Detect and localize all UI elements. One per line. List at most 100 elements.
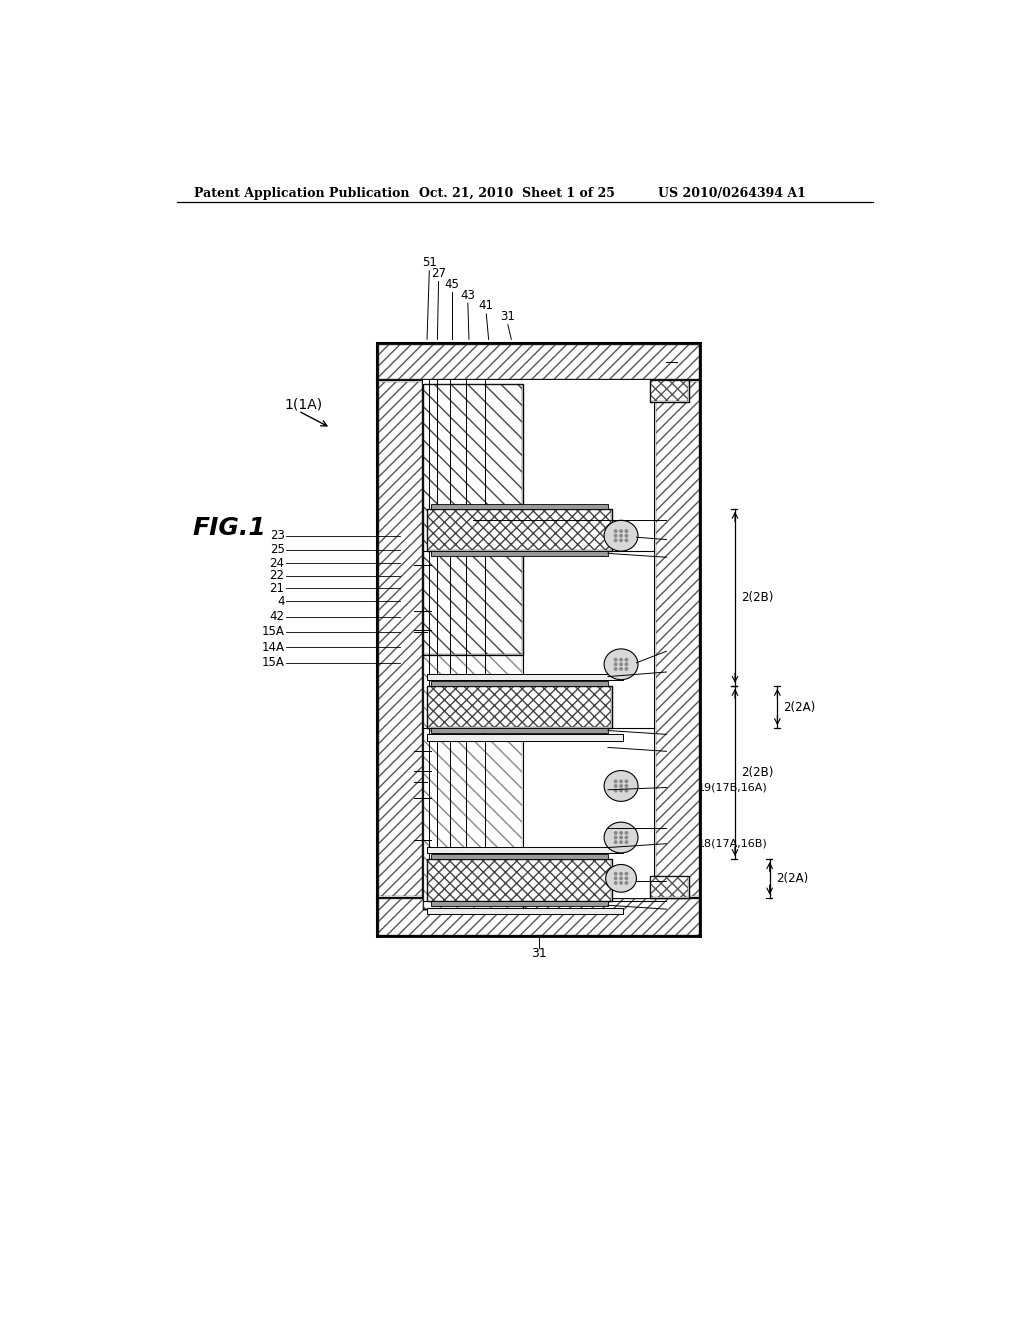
Circle shape xyxy=(620,539,623,543)
Circle shape xyxy=(613,836,617,840)
Text: 14A: 14A xyxy=(261,640,285,653)
Bar xyxy=(655,381,698,896)
Circle shape xyxy=(613,663,617,667)
Bar xyxy=(379,381,422,896)
Circle shape xyxy=(620,667,623,671)
Circle shape xyxy=(625,539,629,543)
Circle shape xyxy=(613,832,617,834)
Bar xyxy=(379,345,698,379)
Circle shape xyxy=(620,657,623,661)
Text: 1(1A): 1(1A) xyxy=(285,397,323,412)
Bar xyxy=(431,552,608,556)
Text: 31: 31 xyxy=(501,310,515,323)
Text: 24: 24 xyxy=(269,557,285,570)
Bar xyxy=(427,508,611,552)
Text: 12: 12 xyxy=(674,903,688,916)
Bar xyxy=(427,859,611,902)
Bar xyxy=(650,380,689,401)
Circle shape xyxy=(620,788,623,792)
Bar xyxy=(431,902,608,906)
Bar xyxy=(431,729,608,733)
Text: 4: 4 xyxy=(403,605,411,618)
Text: 12: 12 xyxy=(674,744,688,758)
Circle shape xyxy=(620,529,623,533)
Bar xyxy=(427,847,624,853)
Text: 17B: 17B xyxy=(676,533,699,546)
Text: 51: 51 xyxy=(422,256,437,269)
Bar xyxy=(428,510,611,550)
Circle shape xyxy=(613,841,617,843)
Circle shape xyxy=(613,788,617,792)
Circle shape xyxy=(625,880,629,884)
Bar xyxy=(424,385,522,655)
Ellipse shape xyxy=(604,822,638,853)
Circle shape xyxy=(620,876,623,880)
Bar xyxy=(377,343,700,936)
Text: 27: 27 xyxy=(431,267,446,280)
Circle shape xyxy=(620,533,623,537)
Text: 43: 43 xyxy=(461,289,475,302)
Bar xyxy=(424,892,522,909)
Text: Patent Application Publication: Patent Application Publication xyxy=(194,187,410,199)
Circle shape xyxy=(613,657,617,661)
Circle shape xyxy=(620,832,623,834)
Ellipse shape xyxy=(604,771,638,801)
Text: 16A: 16A xyxy=(676,874,699,887)
Text: 21: 21 xyxy=(269,582,285,594)
Text: 13B: 13B xyxy=(676,513,699,527)
Circle shape xyxy=(613,880,617,884)
Bar xyxy=(651,876,688,896)
Text: 15A: 15A xyxy=(381,624,403,638)
Text: Oct. 21, 2010  Sheet 1 of 25: Oct. 21, 2010 Sheet 1 of 25 xyxy=(419,187,615,199)
Circle shape xyxy=(625,784,629,788)
Text: 45: 45 xyxy=(444,277,459,290)
Text: 15B: 15B xyxy=(381,558,403,572)
Text: 13A: 13A xyxy=(676,895,699,908)
Text: 19(17B,16A): 19(17B,16A) xyxy=(697,783,767,792)
Bar xyxy=(377,898,700,936)
Circle shape xyxy=(625,788,629,792)
Text: US 2010/0264394 A1: US 2010/0264394 A1 xyxy=(658,187,806,199)
Bar xyxy=(423,380,654,898)
Circle shape xyxy=(620,784,623,788)
Bar xyxy=(427,686,611,729)
Bar xyxy=(654,380,700,898)
Circle shape xyxy=(625,876,629,880)
Ellipse shape xyxy=(604,649,638,680)
Circle shape xyxy=(613,533,617,537)
Text: 26: 26 xyxy=(674,822,688,834)
Circle shape xyxy=(625,779,629,783)
Text: 12: 12 xyxy=(674,550,688,564)
Bar xyxy=(431,681,608,686)
Text: 31: 31 xyxy=(530,946,547,960)
Circle shape xyxy=(625,663,629,667)
Bar xyxy=(650,876,689,898)
Circle shape xyxy=(625,533,629,537)
Bar xyxy=(427,673,624,680)
Text: 23: 23 xyxy=(269,529,285,543)
Text: 4: 4 xyxy=(278,594,285,607)
Circle shape xyxy=(620,836,623,840)
Text: 42: 42 xyxy=(269,610,285,623)
Bar xyxy=(377,343,700,380)
Circle shape xyxy=(613,871,617,875)
Circle shape xyxy=(625,841,629,843)
Circle shape xyxy=(613,529,617,533)
Bar xyxy=(427,734,624,741)
Text: 15B: 15B xyxy=(381,833,403,846)
Bar xyxy=(651,381,688,401)
Bar xyxy=(379,899,698,935)
Text: 41: 41 xyxy=(479,300,494,313)
Circle shape xyxy=(625,529,629,533)
Text: 11: 11 xyxy=(674,355,688,368)
Text: 15B: 15B xyxy=(381,744,403,758)
Circle shape xyxy=(625,657,629,661)
Text: 15A: 15A xyxy=(262,656,285,669)
Bar xyxy=(428,859,611,900)
Text: 18(17A,16B): 18(17A,16B) xyxy=(697,838,767,849)
Bar xyxy=(424,656,522,908)
Circle shape xyxy=(620,871,623,875)
Circle shape xyxy=(613,539,617,543)
Text: 2(2A): 2(2A) xyxy=(783,701,816,714)
Circle shape xyxy=(625,832,629,834)
